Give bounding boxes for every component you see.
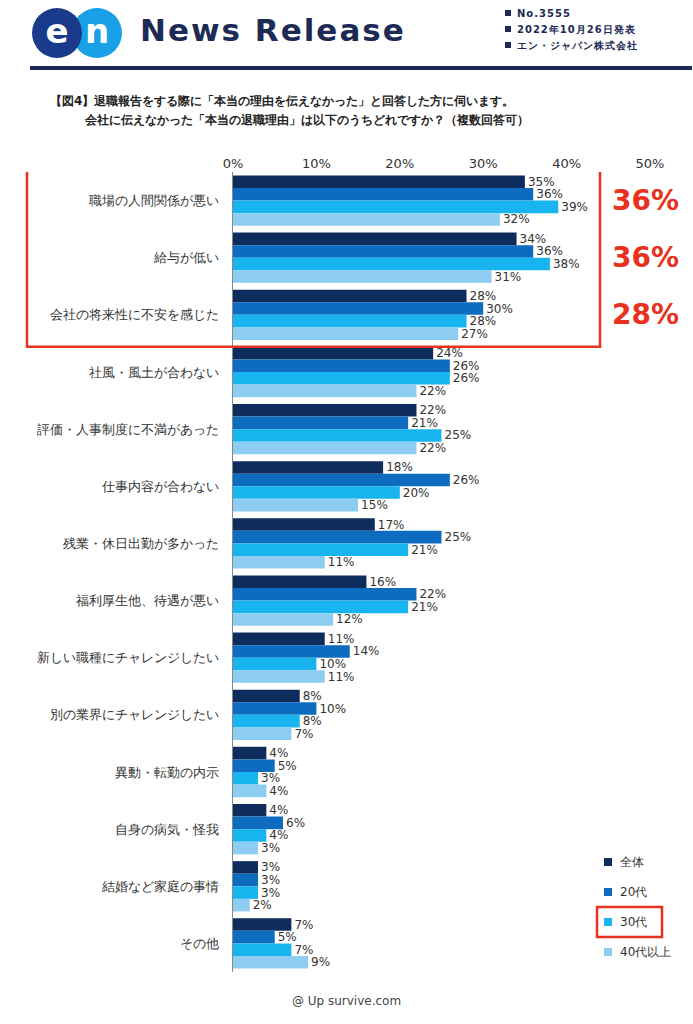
- svg-text:4%: 4%: [269, 828, 288, 842]
- svg-text:職場の人間関係が悪い: 職場の人間関係が悪い: [89, 193, 219, 208]
- svg-text:22%: 22%: [419, 403, 446, 417]
- svg-text:27%: 27%: [461, 327, 488, 341]
- svg-text:3%: 3%: [261, 860, 280, 874]
- svg-text:24%: 24%: [436, 346, 463, 360]
- svg-text:会社に伝えなかった「本当の退職理由」は以下のうちどれですか？: 会社に伝えなかった「本当の退職理由」は以下のうちどれですか？（複数回答可）: [84, 113, 529, 127]
- svg-text:18%: 18%: [386, 460, 413, 474]
- svg-text:15%: 15%: [361, 498, 388, 512]
- svg-text:11%: 11%: [328, 555, 355, 569]
- svg-text:9%: 9%: [311, 955, 330, 969]
- svg-text:3%: 3%: [261, 873, 280, 887]
- svg-text:32%: 32%: [503, 212, 530, 226]
- svg-text:17%: 17%: [378, 518, 405, 532]
- svg-text:8%: 8%: [303, 689, 322, 703]
- svg-text:残業・休日出勤が多かった: 残業・休日出勤が多かった: [63, 536, 219, 551]
- svg-text:22%: 22%: [419, 587, 446, 601]
- svg-text:3%: 3%: [261, 841, 280, 855]
- svg-text:3%: 3%: [261, 886, 280, 900]
- svg-text:7%: 7%: [294, 727, 313, 741]
- svg-text:26%: 26%: [453, 371, 480, 385]
- svg-text:36%: 36%: [612, 241, 679, 274]
- svg-text:50%: 50%: [636, 156, 665, 171]
- svg-text:3%: 3%: [261, 771, 280, 785]
- svg-text:異動・転勤の内示: 異動・転勤の内示: [115, 765, 219, 780]
- svg-text:10%: 10%: [319, 702, 346, 716]
- svg-text:仕事内容が合わない: 仕事内容が合わない: [101, 479, 219, 494]
- svg-text:【図4】退職報告をする際に「本当の理由を伝えなかった」と回答: 【図4】退職報告をする際に「本当の理由を伝えなかった」と回答した方に伺います。: [50, 94, 514, 108]
- svg-text:40代以上: 40代以上: [620, 945, 671, 959]
- svg-text:36%: 36%: [612, 184, 679, 217]
- svg-text:22%: 22%: [419, 384, 446, 398]
- svg-text:自身の病気・怪我: 自身の病気・怪我: [115, 822, 219, 837]
- svg-text:26%: 26%: [453, 473, 480, 487]
- svg-text:34%: 34%: [520, 232, 547, 246]
- svg-text:4%: 4%: [269, 803, 288, 817]
- svg-text:会社の将来性に不安を感じた: 会社の将来性に不安を感じた: [50, 307, 219, 322]
- svg-text:10%: 10%: [302, 156, 331, 171]
- svg-text:7%: 7%: [294, 943, 313, 957]
- svg-text:5%: 5%: [278, 759, 297, 773]
- svg-text:28%: 28%: [612, 298, 679, 331]
- svg-text:7%: 7%: [294, 918, 313, 932]
- svg-text:10%: 10%: [319, 657, 346, 671]
- svg-text:30%: 30%: [486, 302, 513, 316]
- svg-text:福利厚生他、待遇が悪い: 福利厚生他、待遇が悪い: [76, 593, 219, 608]
- svg-text:8%: 8%: [303, 714, 322, 728]
- svg-text:20%: 20%: [385, 156, 414, 171]
- svg-text:16%: 16%: [369, 575, 396, 589]
- html-text:2022年10月26日発表: 2022年10月26日発表: [517, 24, 636, 35]
- html-text:e: e: [45, 11, 69, 51]
- svg-text:28%: 28%: [470, 289, 497, 303]
- html-text:@ Up survive.com: @ Up survive.com: [291, 994, 402, 1008]
- svg-text:11%: 11%: [328, 670, 355, 684]
- svg-text:39%: 39%: [561, 200, 588, 214]
- html-text:エン・ジャパン株式会社: エン・ジャパン株式会社: [517, 40, 638, 51]
- html-text:News Release: News Release: [140, 12, 406, 48]
- svg-text:14%: 14%: [353, 644, 380, 658]
- svg-text:36%: 36%: [536, 187, 563, 201]
- svg-text:4%: 4%: [269, 746, 288, 760]
- svg-text:6%: 6%: [286, 816, 305, 830]
- svg-text:21%: 21%: [411, 600, 438, 614]
- svg-text:社風・風土が合わない: 社風・風土が合わない: [89, 365, 219, 380]
- svg-text:30代: 30代: [620, 915, 647, 929]
- svg-text:38%: 38%: [553, 257, 580, 271]
- svg-text:別の業界にチャレンジしたい: 別の業界にチャレンジしたい: [50, 707, 219, 722]
- svg-text:5%: 5%: [278, 930, 297, 944]
- svg-text:36%: 36%: [536, 244, 563, 258]
- svg-text:31%: 31%: [495, 270, 522, 284]
- svg-text:4%: 4%: [269, 784, 288, 798]
- svg-text:25%: 25%: [445, 428, 472, 442]
- svg-text:評価・人事制度に不満があった: 評価・人事制度に不満があった: [37, 422, 219, 437]
- svg-text:20代: 20代: [620, 885, 647, 899]
- svg-text:全体: 全体: [620, 855, 644, 869]
- html-text:No.3555: No.3555: [517, 8, 571, 19]
- svg-text:その他: その他: [180, 936, 219, 951]
- svg-text:21%: 21%: [411, 416, 438, 430]
- svg-text:12%: 12%: [336, 612, 363, 626]
- svg-text:新しい職種にチャレンジしたい: 新しい職種にチャレンジしたい: [37, 650, 219, 665]
- svg-text:0%: 0%: [223, 156, 244, 171]
- svg-text:給与が低い: 給与が低い: [153, 250, 219, 265]
- svg-text:2%: 2%: [253, 898, 272, 912]
- svg-text:30%: 30%: [469, 156, 498, 171]
- html-text:n: n: [84, 11, 110, 51]
- svg-text:35%: 35%: [528, 175, 555, 189]
- svg-text:26%: 26%: [453, 359, 480, 373]
- svg-text:11%: 11%: [328, 632, 355, 646]
- svg-text:40%: 40%: [552, 156, 581, 171]
- svg-text:20%: 20%: [403, 486, 430, 500]
- svg-text:22%: 22%: [419, 441, 446, 455]
- svg-text:結婚など家庭の事情: 結婚など家庭の事情: [101, 879, 219, 894]
- svg-text:28%: 28%: [470, 314, 497, 328]
- svg-text:25%: 25%: [445, 530, 472, 544]
- svg-text:21%: 21%: [411, 543, 438, 557]
